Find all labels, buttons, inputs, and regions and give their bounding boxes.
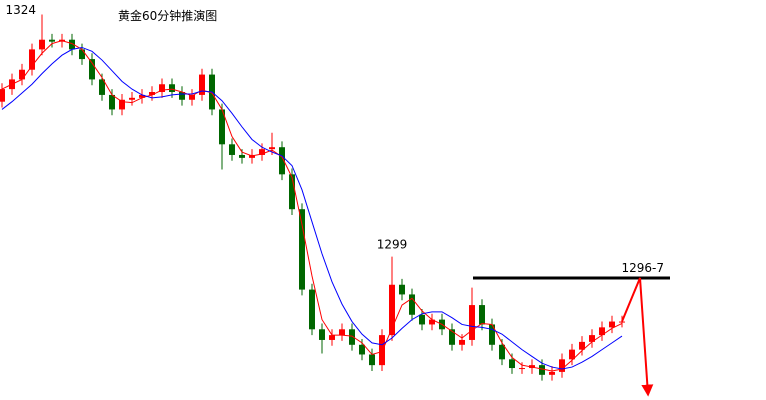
projection-arrow (621, 277, 654, 397)
candle-body (119, 99, 125, 110)
candle-body (79, 49, 85, 60)
resistance-label: 1296-7 (621, 261, 664, 275)
candle-body (349, 329, 355, 345)
candle-body (239, 154, 245, 158)
candle-body (459, 339, 465, 345)
candle-body (39, 39, 45, 50)
candle-body (449, 329, 455, 345)
candle-body (259, 149, 265, 155)
candle-body (49, 39, 55, 42)
candle-body (509, 359, 515, 369)
candle-body (619, 321, 625, 323)
chart-title: 黄金60分钟推演图 (118, 8, 217, 23)
candle-body (599, 327, 605, 336)
candle-body (519, 368, 525, 370)
candle-body (309, 289, 315, 330)
moving-average (1, 46, 623, 370)
candle-body (289, 174, 295, 210)
candle-body (219, 109, 225, 145)
candle-body (229, 144, 235, 155)
candle-body (419, 314, 425, 325)
candle-body (299, 209, 305, 290)
candle-body (109, 94, 115, 110)
candle-body (579, 341, 585, 350)
moving-average (1, 40, 623, 372)
candle-body (609, 321, 615, 328)
candle-body (0, 89, 6, 102)
candle-body (99, 79, 105, 95)
candle-body (409, 294, 415, 315)
candle-body (179, 92, 185, 100)
candle-body (589, 335, 595, 342)
candle-body (89, 59, 95, 80)
candle-body (29, 49, 35, 70)
candle-body (189, 94, 195, 100)
candle-body (399, 284, 405, 295)
candle-body (279, 147, 285, 175)
price-annotation: 1299 (377, 238, 408, 252)
candle-body (319, 329, 325, 340)
candle-body (499, 344, 505, 360)
candle-body (339, 329, 345, 336)
candle-body (169, 84, 175, 93)
candle-body (129, 97, 135, 100)
candle-body (359, 344, 365, 355)
candle-body (329, 335, 335, 340)
candle-body (159, 84, 165, 93)
candle-body (539, 365, 545, 375)
candle-body (429, 319, 435, 325)
candle-body (19, 69, 25, 80)
price-annotation: 1324 (5, 3, 36, 17)
candle-body (569, 349, 575, 360)
candle-body (469, 305, 475, 340)
candle-body (269, 147, 275, 150)
candle-body (369, 354, 375, 366)
candle-body (489, 324, 495, 345)
candle-body (379, 335, 385, 366)
candle-body (389, 284, 395, 336)
candle-body (139, 94, 145, 98)
candle-body (149, 92, 155, 95)
candle-body (559, 359, 565, 372)
candle-body (199, 74, 205, 95)
candle-body (549, 371, 555, 375)
candle-body (479, 305, 485, 325)
candle-body (69, 39, 75, 50)
